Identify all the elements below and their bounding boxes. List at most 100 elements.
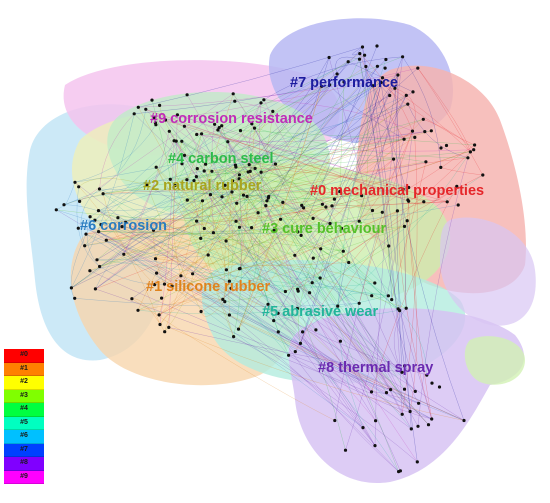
network-link [238,86,322,330]
network-node [358,52,362,56]
network-node [54,208,58,212]
network-node [223,300,227,304]
network-link [196,129,218,177]
network-node [276,311,280,315]
network-link [226,269,387,393]
network-node [220,195,224,199]
network-link [406,220,418,412]
network-link [235,166,409,188]
network-link [201,123,252,135]
legend-item-8: #8 [4,457,44,471]
network-node [357,301,361,305]
network-node [336,304,340,308]
network-node [383,66,387,70]
network-node [104,238,108,242]
network-link [94,219,403,415]
network-link [224,131,425,186]
network-node [204,162,208,166]
network-link [146,185,152,191]
network-node [96,209,101,213]
network-node [157,313,161,317]
network-node [191,272,195,276]
network-link [56,209,372,296]
network-link [300,77,383,344]
network-link [239,128,255,269]
network-link [169,131,376,421]
network-node [472,148,476,152]
network-link [232,93,349,263]
network-link [246,196,429,425]
network-link [196,176,227,270]
network-node [302,206,306,210]
network-link [405,201,409,309]
network-link [236,195,362,204]
network-link [164,187,409,285]
network-node [247,163,251,167]
network-link [145,109,424,202]
network-node [185,93,189,97]
network-node [83,244,87,248]
network-link [84,133,202,246]
network-link [238,86,322,330]
network-link [224,185,331,224]
network-node [439,165,443,169]
network-node [335,72,339,76]
network-node [200,199,205,203]
network-link [123,254,465,421]
network-node [153,121,157,125]
network-node [185,178,189,182]
network-node [155,271,159,275]
network-link [71,176,197,289]
network-link [84,111,273,246]
network-link [394,88,407,309]
network-link [298,258,314,344]
network-link [232,93,321,249]
network-link [197,168,411,412]
network-link [359,59,392,300]
network-link [74,182,161,325]
network-node [426,423,431,427]
network-link [165,74,398,121]
network-link [328,57,432,420]
network-node [299,233,303,237]
cluster-label-9: #9 corrosion resistance [150,111,313,127]
network-link [423,119,474,150]
network-node [130,297,134,301]
network-node [392,157,396,161]
network-link [164,200,203,332]
network-link [123,238,201,255]
network-link [239,268,403,373]
network-link [102,193,155,285]
network-link [297,250,344,292]
network-link [272,111,335,200]
network-node [371,84,375,88]
network-link [63,193,203,205]
network-link [232,158,394,182]
cluster-label-6: #6 corrosion [80,218,167,234]
network-node [311,216,315,220]
network-link [187,185,226,201]
network-node [423,130,427,134]
network-node [220,124,224,128]
network-link [159,140,175,325]
network-node [69,286,73,290]
network-node [173,183,177,188]
network-link [173,141,183,276]
network-link [391,161,427,300]
network-link [200,301,225,317]
network-node [202,226,206,231]
network-link [174,133,202,186]
network-link [181,141,400,311]
network-link [95,95,390,290]
network-node [231,179,235,183]
cluster-label-4: #4 carbon steel [168,151,274,167]
network-node [116,216,120,220]
network-node [405,219,409,223]
network-link [102,193,321,279]
network-link [187,199,310,293]
network-link [337,59,387,307]
network-node [122,252,126,256]
network-link [181,141,331,224]
network-link [229,314,465,421]
network-node [408,409,412,414]
